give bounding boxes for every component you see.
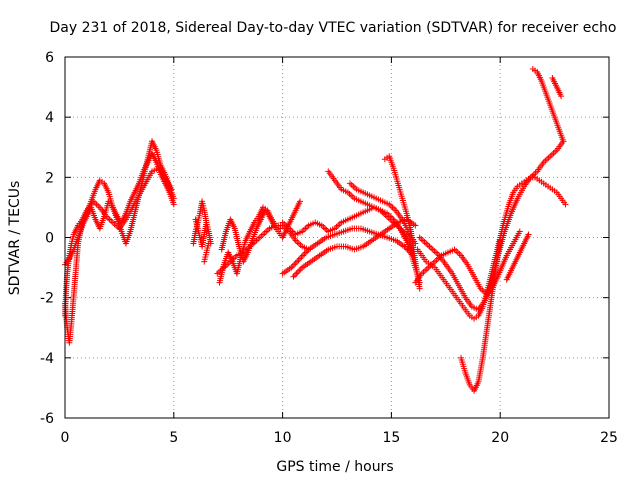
data-point: [525, 231, 532, 238]
y-tick-label: -6: [40, 411, 54, 427]
data-point: [562, 201, 569, 208]
data-series: [458, 237, 504, 394]
y-axis-title: SDTVAR / TECUs: [7, 181, 23, 296]
data-series: [549, 75, 565, 100]
data-series: [399, 228, 423, 286]
data-point: [412, 222, 419, 229]
chart-title: Day 231 of 2018, Sidereal Day-to-day VTE…: [50, 20, 617, 36]
data-point: [203, 219, 210, 226]
y-tick-label: 0: [45, 231, 54, 247]
data-layer: [62, 66, 569, 394]
data-point: [416, 285, 423, 292]
data-series: [201, 240, 212, 265]
data-point: [497, 237, 504, 244]
y-tick-label: -4: [40, 351, 54, 367]
x-tick-label: 0: [61, 430, 70, 446]
data-point: [560, 138, 567, 145]
data-point: [170, 201, 177, 208]
y-tick-label: 4: [45, 110, 54, 126]
data-series: [190, 198, 210, 247]
data-point: [168, 186, 175, 193]
x-tick-label: 5: [169, 430, 178, 446]
y-tick-label: 2: [45, 170, 54, 186]
data-point: [205, 240, 212, 247]
data-series: [503, 231, 532, 283]
data-point: [558, 93, 565, 100]
data-series: [218, 198, 304, 265]
data-point: [297, 198, 304, 205]
x-tick-label: 10: [274, 430, 292, 446]
y-tick-label: 6: [45, 50, 54, 66]
x-tick-label: 20: [491, 430, 509, 446]
data-series: [290, 216, 419, 280]
data-point: [516, 228, 523, 235]
data-series: [529, 66, 567, 145]
plot-frame: [64, 56, 610, 419]
tick-layer: 0 5 10 15 20 25 -6 -4 -2 0 2 4 6: [40, 50, 618, 446]
x-tick-label: 15: [382, 430, 400, 446]
x-axis-title: GPS time / hours: [276, 459, 393, 475]
y-tick-label: -2: [40, 291, 54, 307]
x-tick-label: 25: [600, 430, 618, 446]
